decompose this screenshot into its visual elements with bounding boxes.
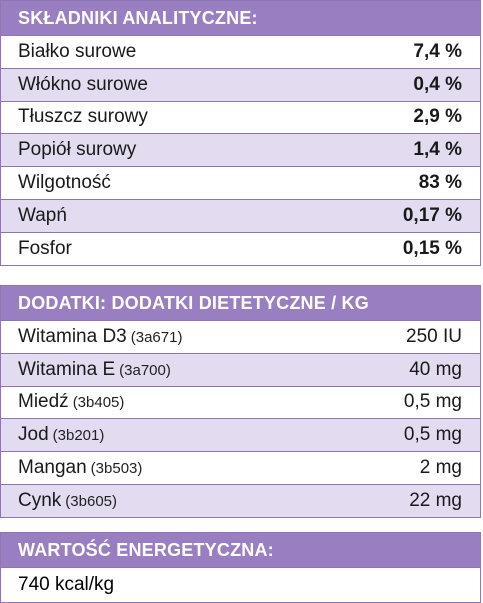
row-code: (3b201) [52,427,105,445]
row-name: Wilgotność [18,172,111,194]
table-row: Cynk (3b605) 22 mg [1,483,480,517]
row-name: Mangan [18,457,87,479]
row-value: 2 mg [419,457,462,479]
row-code: (3b405) [72,394,125,412]
table-row: Popiół surowy 1,4 % [1,133,480,167]
row-value: 1,4 % [413,139,462,161]
row-name: Tłuszcz surowy [18,106,148,128]
row-name: Cynk [18,489,62,511]
row-name: Witamina D3 [18,325,127,347]
table-row: Witamina E (3a700) 40 mg [1,352,480,386]
row-value: 22 mg [409,489,462,511]
table-row: Tłuszcz surowy 2,9 % [1,100,480,134]
row-code: (3a700) [119,361,171,379]
table-row: Fosfor 0,15 % [1,231,480,265]
row-value: 0,5 mg [403,391,462,413]
row-name: Popiół surowy [18,139,137,161]
additives-section: DODATKI: DODATKI DIETETYCZNE / KG Witami… [0,285,481,518]
row-code: (3b605) [65,492,117,510]
table-row: Mangan (3b503) 2 mg [1,451,480,484]
table-row: Miedź (3b405) 0,5 mg [1,385,480,419]
energy-header: WARTOŚĆ ENERGETYCZNA: [1,533,480,567]
row-value: 0,15 % [402,237,462,259]
row-name: Witamina E [18,358,116,380]
row-name: Wapń [18,204,67,226]
table-row: Wapń 0,17 % [1,198,480,232]
row-code: (3a671) [130,328,183,346]
energy-value: 740 kcal/kg [1,567,480,602]
row-value: 7,4 % [413,40,462,62]
row-name: Jod [18,424,49,446]
table-row: Jod (3b201) 0,5 mg [1,418,480,452]
additives-header: DODATKI: DODATKI DIETETYCZNE / KG [1,286,480,320]
table-row: Włókno surowe 0,4 % [1,67,480,101]
row-code: (3b503) [90,460,143,478]
analytical-header: SKŁADNIKI ANALITYCZNE: [1,1,480,35]
row-value: 40 mg [409,358,462,380]
row-name: Włókno surowe [18,73,148,95]
row-value: 0,5 mg [403,424,462,446]
row-value: 0,4 % [413,73,462,95]
table-row: Witamina D3 (3a671) 250 IU [1,320,480,353]
row-name: Białko surowe [18,40,137,62]
row-name: Fosfor [18,237,72,259]
table-row: Białko surowe 7,4 % [1,35,480,68]
analytical-section: SKŁADNIKI ANALITYCZNE: Białko surowe 7,4 … [0,0,481,266]
row-value: 0,17 % [402,204,462,226]
row-value: 2,9 % [413,106,462,128]
row-name: Miedź [18,391,69,413]
table-row: Wilgotność 83 % [1,166,480,199]
row-value: 250 IU [406,325,462,347]
row-value: 83 % [418,172,462,194]
energy-section: WARTOŚĆ ENERGETYCZNA: 740 kcal/kg [0,532,481,603]
